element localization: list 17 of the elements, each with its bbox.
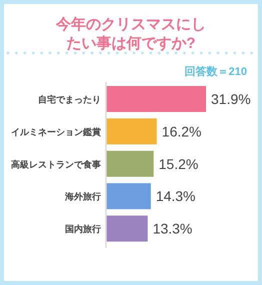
y-tick-label: 国内旅行 [65,224,101,234]
data-label: 14.3% [156,188,196,204]
bar [106,86,206,112]
y-tick-label: 海外旅行 [64,192,101,202]
data-label: 15.2% [158,156,198,172]
y-tick-label: 自宅でまったり [38,94,101,104]
data-label: 31.9% [211,91,251,107]
text: 回答数＝210 [184,65,247,78]
y-tick-label: 高級レストランで食事 [11,159,101,170]
bar [106,183,151,210]
data-label: 13.3% [152,220,192,237]
bar [106,216,148,242]
y-tick-label: イルミネーション鑑賞 [11,126,101,137]
bar [106,118,157,144]
chart-title: 今年のクリスマスにしたい事は何ですか? [55,16,206,52]
data-label: 16.2% [162,123,202,140]
bar [106,150,154,177]
